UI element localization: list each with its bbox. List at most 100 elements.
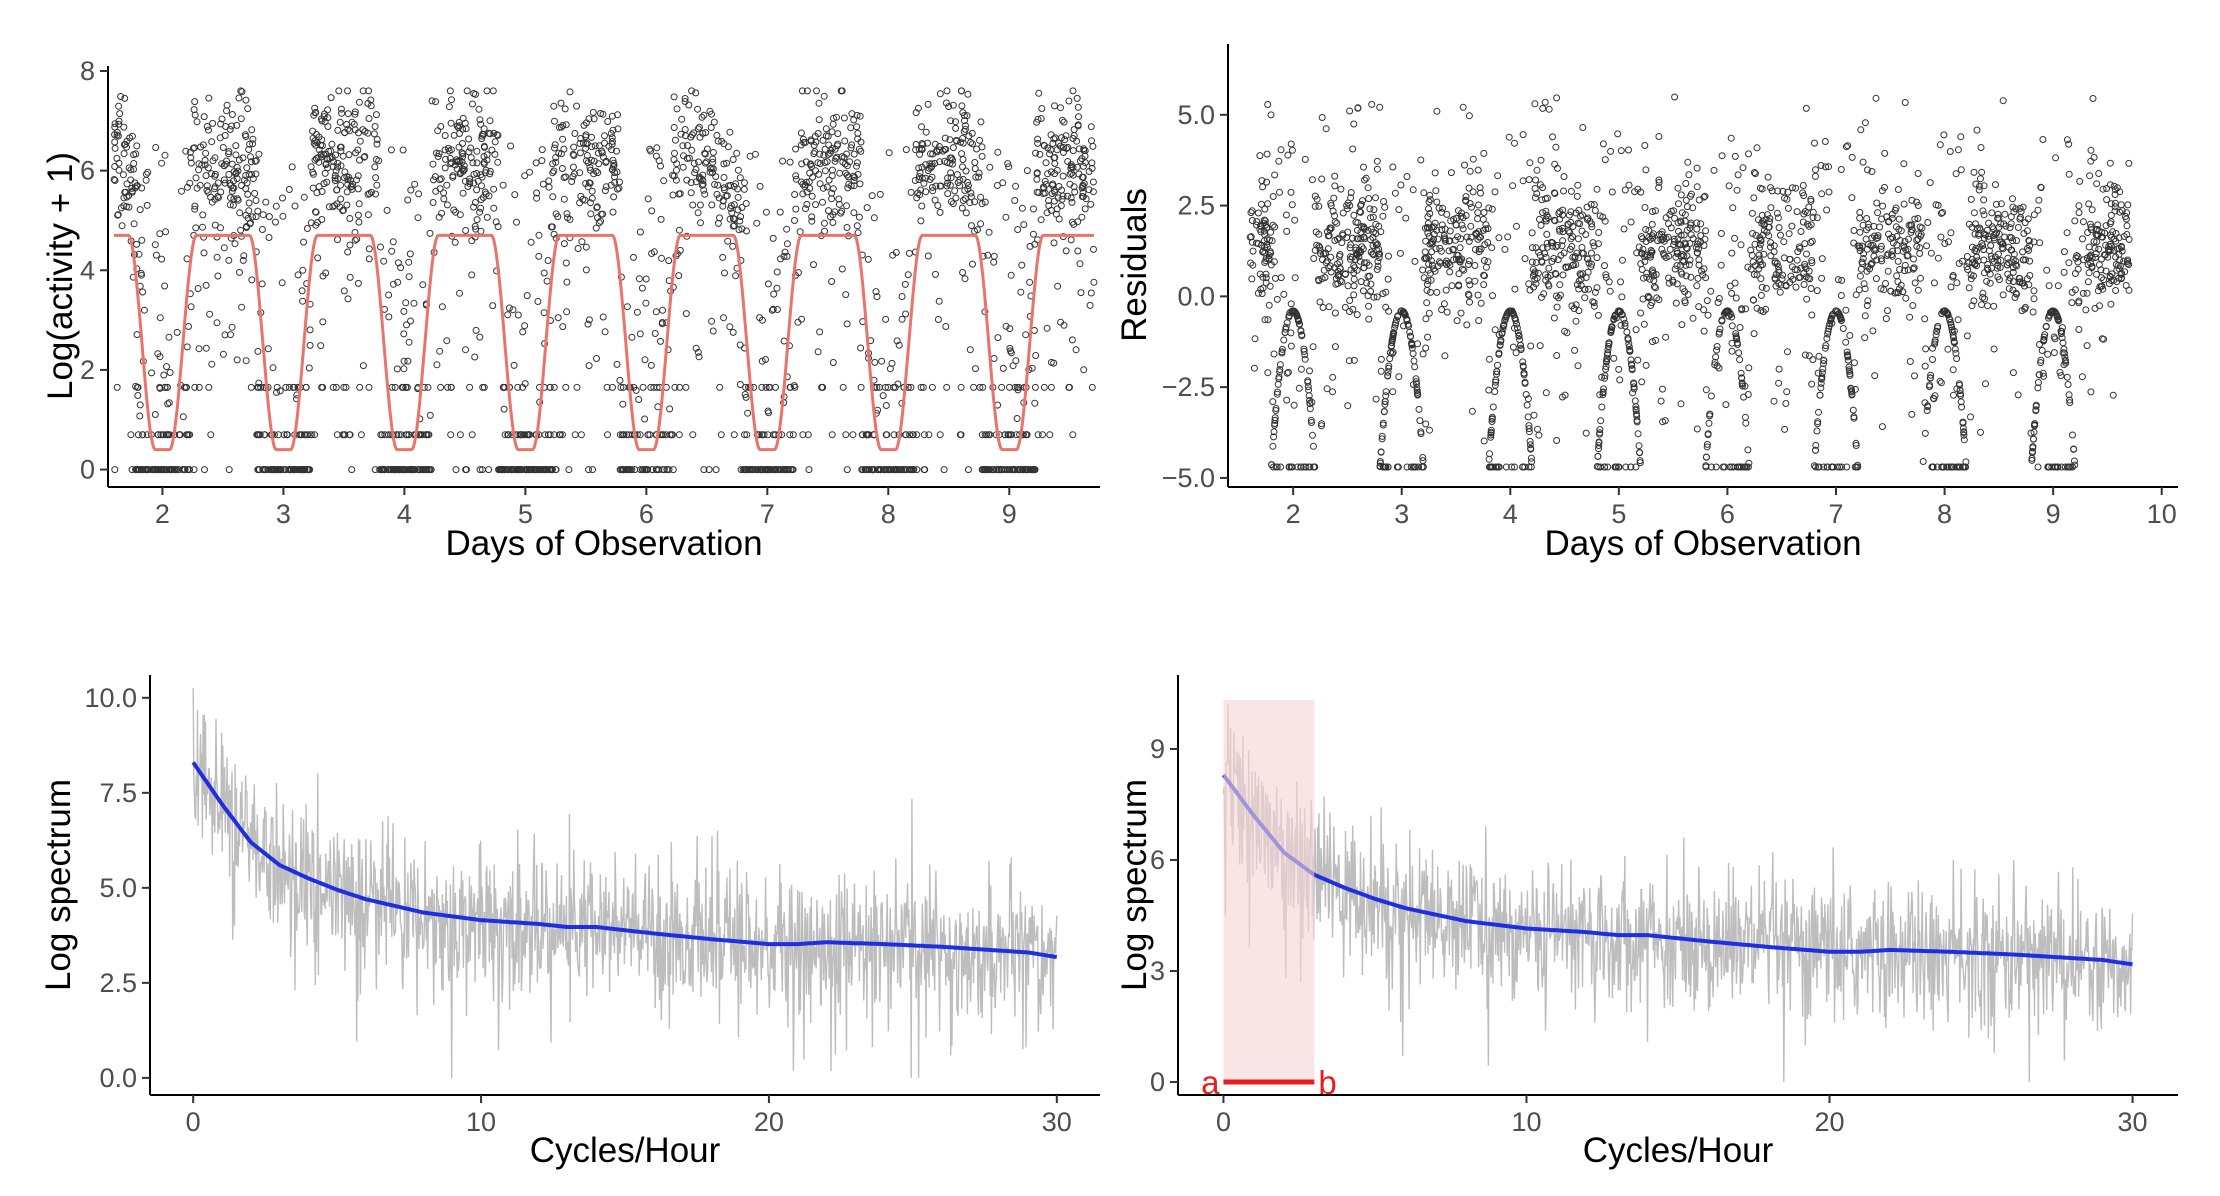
data-point xyxy=(2124,260,2131,267)
data-point xyxy=(1729,204,1737,212)
data-point xyxy=(1808,380,1816,388)
data-point xyxy=(315,158,323,166)
data-point xyxy=(1439,204,1447,212)
data-point xyxy=(279,194,286,202)
data-point xyxy=(1921,362,1929,370)
data-point xyxy=(339,206,347,214)
data-point xyxy=(786,383,794,391)
data-point xyxy=(1990,345,1998,353)
data-point xyxy=(332,151,339,159)
data-point xyxy=(1800,281,1808,288)
data-point xyxy=(191,383,199,391)
data-point xyxy=(917,383,925,391)
data-point xyxy=(2075,202,2083,210)
data-point xyxy=(1269,442,1277,450)
data-point xyxy=(432,98,440,106)
data-point xyxy=(732,272,740,280)
data-point xyxy=(285,186,293,193)
data-point xyxy=(1706,410,1714,418)
data-point xyxy=(1575,254,1583,262)
data-point xyxy=(173,328,181,336)
data-point xyxy=(199,223,206,231)
data-point xyxy=(1329,373,1337,381)
data-point xyxy=(1745,364,1753,372)
data-point xyxy=(2006,224,2014,232)
data-point xyxy=(714,181,722,189)
data-point xyxy=(1542,253,1550,261)
data-point xyxy=(858,466,866,474)
data-point xyxy=(706,168,714,176)
data-point xyxy=(1716,325,1724,333)
data-point xyxy=(252,197,260,204)
data-point xyxy=(227,331,234,339)
data-point xyxy=(1636,449,1644,457)
data-point xyxy=(719,253,727,261)
data-point xyxy=(480,383,488,391)
data-point xyxy=(835,200,843,208)
data-point xyxy=(1797,228,1805,235)
data-point xyxy=(1976,224,1984,232)
data-point xyxy=(1420,274,1428,282)
data-point xyxy=(694,105,702,113)
data-point xyxy=(653,144,661,152)
data-point xyxy=(1693,164,1701,172)
data-point xyxy=(974,226,981,234)
data-point xyxy=(791,217,798,224)
data-point xyxy=(1986,279,1994,287)
data-point xyxy=(1427,276,1435,284)
data-point xyxy=(934,316,942,323)
data-point xyxy=(331,172,339,180)
data-point xyxy=(1087,200,1095,208)
data-point xyxy=(437,123,445,130)
data-point xyxy=(1514,329,1522,337)
data-point xyxy=(111,131,119,139)
data-point xyxy=(1930,279,1938,287)
data-point xyxy=(385,291,393,299)
data-point xyxy=(1992,181,1999,189)
data-point xyxy=(125,192,133,200)
data-point xyxy=(951,187,959,195)
data-point xyxy=(1569,262,1576,269)
data-point xyxy=(1960,436,1968,444)
data-point xyxy=(2090,153,2098,161)
data-point xyxy=(1475,317,1483,325)
data-point xyxy=(1494,172,1502,180)
data-point xyxy=(946,136,954,144)
data-point xyxy=(359,87,367,95)
data-point xyxy=(1444,259,1452,267)
data-point xyxy=(113,383,121,391)
data-point xyxy=(1915,230,1923,238)
data-point xyxy=(400,330,408,338)
data-point xyxy=(1885,217,1893,225)
x-tick-label: 9 xyxy=(1002,499,1017,529)
data-point xyxy=(365,115,373,122)
data-point xyxy=(1755,244,1763,252)
data-point xyxy=(226,201,234,209)
data-point xyxy=(353,176,361,184)
data-point xyxy=(1700,265,1708,273)
data-point xyxy=(218,160,226,168)
data-point xyxy=(1895,215,1903,223)
data-point xyxy=(2102,222,2110,230)
data-point xyxy=(138,236,146,244)
data-point xyxy=(1264,369,1272,377)
data-point xyxy=(1039,431,1046,439)
data-point xyxy=(268,466,276,474)
data-point xyxy=(583,152,591,159)
data-point xyxy=(708,164,716,172)
data-point xyxy=(1687,273,1695,281)
data-point xyxy=(1559,228,1567,236)
data-point xyxy=(1050,197,1058,205)
data-point xyxy=(922,161,930,169)
data-point xyxy=(672,136,679,144)
data-point xyxy=(977,220,985,228)
data-point xyxy=(329,203,337,211)
data-point xyxy=(592,167,600,175)
data-point xyxy=(1489,292,1496,300)
data-point xyxy=(1411,363,1419,371)
data-point xyxy=(340,287,348,295)
data-point xyxy=(552,466,560,474)
data-point xyxy=(1994,250,2002,258)
data-point xyxy=(1765,232,1773,240)
data-point xyxy=(246,140,254,148)
